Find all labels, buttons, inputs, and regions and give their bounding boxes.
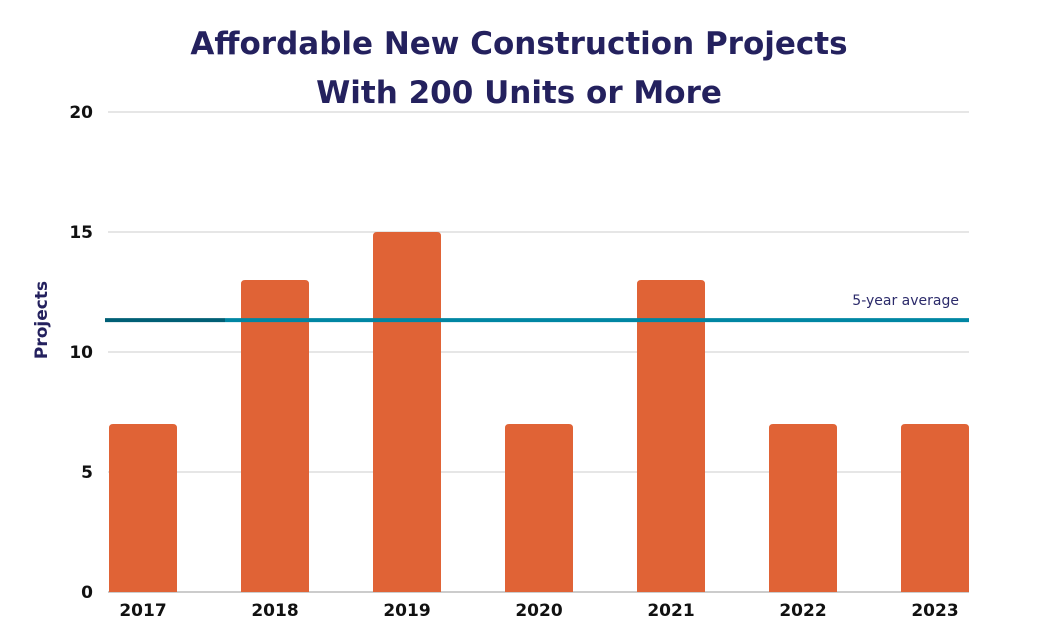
x-tick-label: 2021 <box>647 601 694 621</box>
x-tick-label: 2019 <box>383 601 430 621</box>
average-line-label: 5-year average <box>852 293 959 309</box>
x-tick-label: 2020 <box>515 601 562 621</box>
chart-title-line-1: Affordable New Construction Projects <box>190 26 847 62</box>
x-tick-label: 2023 <box>911 601 958 621</box>
bar-2023 <box>901 424 969 592</box>
bar-2019 <box>373 232 441 592</box>
y-tick-label: 5 <box>81 463 93 483</box>
bar-2017 <box>109 424 177 592</box>
bar-2018 <box>241 280 309 592</box>
bar-2020 <box>505 424 573 592</box>
y-tick-label: 0 <box>81 583 93 603</box>
x-tick-label: 2022 <box>779 601 826 621</box>
bar-2022 <box>769 424 837 592</box>
y-tick-label: 15 <box>69 223 93 243</box>
x-tick-label: 2018 <box>251 601 298 621</box>
y-tick-label: 10 <box>69 343 93 363</box>
x-tick-label: 2017 <box>119 601 166 621</box>
y-tick-label: 20 <box>69 103 93 123</box>
y-axis-label: Projects <box>32 281 52 359</box>
chart-title-line-2: With 200 Units or More <box>316 75 722 111</box>
bar-2021 <box>637 280 705 592</box>
